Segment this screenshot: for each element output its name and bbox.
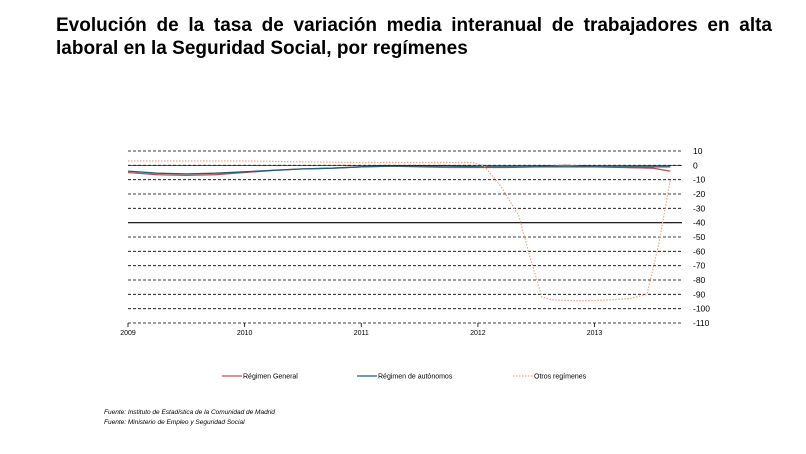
y-tick-label: -100 (693, 304, 710, 314)
source-note-2: Fuente: Ministerio de Empleo y Seguridad… (104, 419, 245, 426)
x-tick-label: 2013 (587, 330, 603, 337)
y-tick-label: -80 (693, 275, 706, 285)
y-tick-label: -50 (693, 232, 706, 242)
legend-label: Otros regímenes (534, 374, 587, 381)
y-tick-label: -40 (693, 218, 706, 228)
y-tick-label: -110 (693, 318, 710, 328)
legend: Régimen General Régimen de autónomos Otros… (222, 374, 587, 381)
x-axis-ticks: 2009 2010 2011 2012 2013 (120, 323, 602, 337)
legend-label: Régimen de autónomos (378, 374, 453, 381)
y-tick-label: -10 (693, 175, 706, 185)
series-line-2 (127, 165, 671, 175)
x-tick-label: 2009 (120, 330, 136, 337)
series-lines (127, 160, 671, 302)
y-tick-label: 0 (693, 160, 698, 170)
x-tick-label: 2010 (237, 330, 253, 337)
y-tick-label: -90 (693, 289, 706, 299)
y-axis-ticks: 10 0 -10 -20 -30 -40 -50 -60 -70 -80 -90 -100 -110 (693, 146, 710, 328)
y-tick-label: -30 (693, 203, 706, 213)
y-tick-label: -60 (693, 246, 706, 256)
x-tick-label: 2012 (470, 330, 486, 337)
page-title: Evolución de la tasa de variación media … (56, 15, 772, 59)
source-note-1: Fuente: Instituto de Estadística de la C… (104, 409, 275, 416)
x-tick-label: 2011 (354, 330, 369, 337)
series-line-3 (128, 160, 671, 302)
y-tick-label: -70 (693, 261, 706, 271)
grid-lines (128, 150, 682, 324)
y-tick-label: -20 (693, 189, 706, 199)
legend-label: Régimen General (243, 374, 298, 381)
y-tick-label: 10 (693, 146, 703, 156)
